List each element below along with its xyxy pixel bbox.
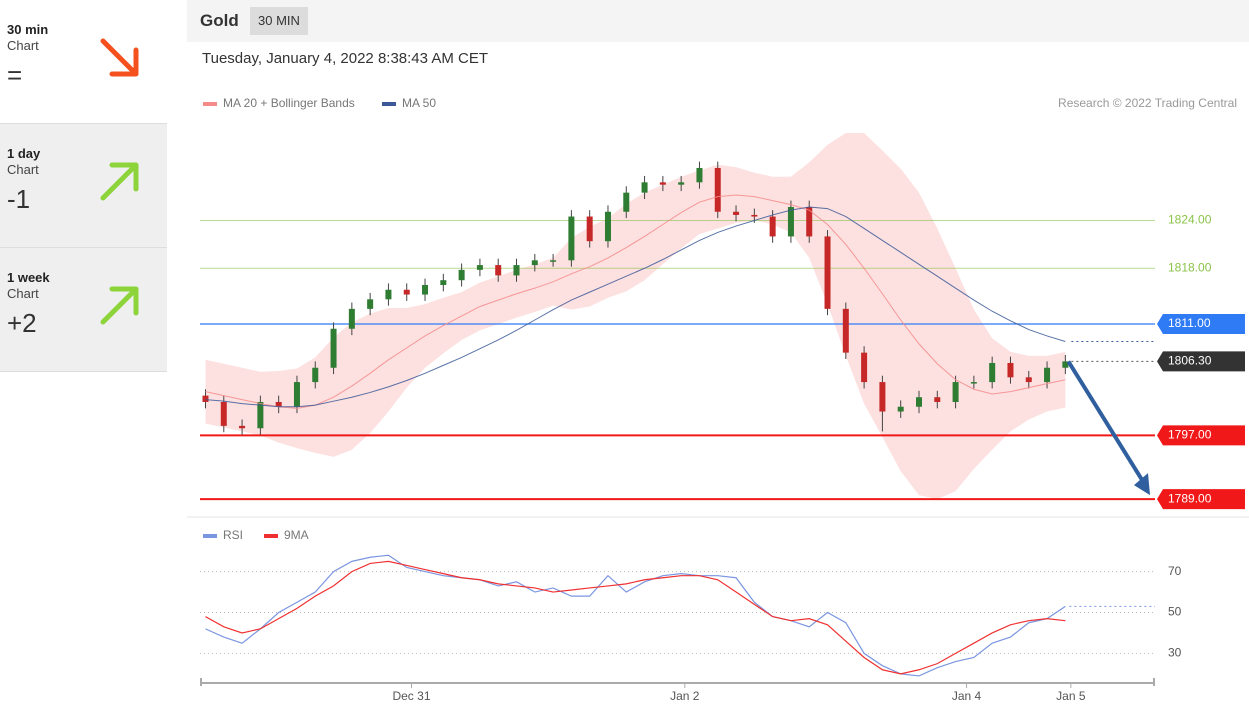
- candle-body: [806, 206, 813, 237]
- candle-body: [495, 265, 502, 276]
- candle-body: [568, 216, 575, 261]
- series-line: [205, 554, 1066, 677]
- candle-body: [476, 265, 483, 270]
- candle-body: [293, 382, 300, 407]
- candle-body: [312, 367, 319, 383]
- level-tag: [1157, 351, 1245, 372]
- candle-body: [220, 401, 227, 426]
- timeframe-item[interactable]: 1 week Chart +2: [0, 248, 167, 372]
- candle-body: [678, 182, 685, 185]
- legend-label: 9MA: [284, 528, 309, 542]
- candle-body: [733, 211, 740, 215]
- candle-body: [915, 397, 922, 407]
- timeframe-subtitle: Chart: [7, 162, 39, 177]
- candle-body: [1025, 377, 1032, 383]
- timeframe-item[interactable]: 1 day Chart -1: [0, 124, 167, 248]
- candle-body: [623, 192, 630, 212]
- timeframe-title: 30 min: [7, 22, 49, 37]
- ma-line: [205, 194, 1066, 409]
- candle-body: [879, 382, 886, 412]
- level-tag: [1157, 425, 1245, 446]
- candle-body: [348, 308, 355, 329]
- x-tick-label: Jan 5: [1056, 689, 1086, 703]
- legend-label: MA 50: [402, 96, 436, 110]
- bollinger-band: [205, 132, 1066, 500]
- candle-body: [403, 289, 410, 295]
- timeframe-score: +2: [7, 308, 37, 338]
- candle-body: [330, 328, 337, 368]
- level-label: 1806.30: [1168, 354, 1212, 368]
- candle-body: [604, 211, 611, 242]
- ma-line: [205, 206, 1066, 408]
- candle-body: [897, 406, 904, 412]
- level-label: 1824.00: [1168, 213, 1212, 227]
- level-tag: [1157, 313, 1245, 334]
- candle-body: [934, 397, 941, 402]
- timeframe-score: -1: [7, 184, 31, 214]
- sidebar: 30 min Chart = 1 day Chart -1 1 week Cha…: [0, 0, 167, 372]
- x-tick-label: Dec 31: [392, 689, 430, 703]
- candle-body: [861, 352, 868, 383]
- candle-body: [714, 167, 721, 212]
- candle-body: [787, 206, 794, 237]
- level-label: 1789.00: [1168, 491, 1212, 505]
- candle-body: [586, 216, 593, 242]
- legend-label: MA 20 + Bollinger Bands: [223, 96, 355, 110]
- trend-arrow: [100, 162, 139, 201]
- level-label: 1818.00: [1168, 260, 1212, 274]
- series-line: [205, 560, 1066, 675]
- timestamp: Tuesday, January 4, 2022 8:38:43 AM CET: [202, 50, 488, 67]
- timeframe-title: 1 day: [7, 146, 41, 161]
- timeframe-title: 1 week: [7, 270, 50, 285]
- candle-body: [1044, 367, 1051, 383]
- candle-body: [769, 216, 776, 237]
- candle-body: [385, 289, 392, 300]
- candle-body: [1007, 362, 1014, 378]
- research-note: Research © 2022 Trading Central: [1058, 96, 1237, 110]
- candle-body: [696, 167, 703, 183]
- legend-label: RSI: [223, 528, 243, 542]
- candle-body: [239, 425, 246, 429]
- instrument-title: Gold: [200, 11, 239, 30]
- x-tick-label: Jan 4: [952, 689, 982, 703]
- candle-body: [952, 382, 959, 402]
- timeframe-item[interactable]: 30 min Chart =: [0, 0, 167, 124]
- candle-body: [989, 362, 996, 383]
- level-label: 1797.00: [1168, 428, 1212, 442]
- timeframe-subtitle: Chart: [7, 286, 39, 301]
- y-tick-label: 70: [1168, 564, 1182, 578]
- candle-body: [422, 284, 429, 295]
- candle-body: [751, 214, 758, 217]
- candle-body: [842, 308, 849, 353]
- candle-body: [440, 280, 447, 285]
- timeframe-score: =: [7, 60, 23, 90]
- candle-body: [275, 401, 282, 407]
- candle-body: [531, 260, 538, 266]
- header: Gold 30 MIN: [187, 0, 1249, 42]
- candle-body: [659, 182, 666, 185]
- trend-arrow: [100, 286, 139, 325]
- timeframe-subtitle: Chart: [7, 38, 39, 53]
- trend-arrow: [100, 38, 139, 77]
- candle-body: [202, 395, 209, 402]
- level-label: 1811.00: [1168, 316, 1211, 330]
- candle-body: [257, 401, 264, 429]
- y-tick-label: 50: [1168, 605, 1182, 619]
- candle-body: [513, 265, 520, 276]
- forecast-arrow: [1066, 360, 1146, 485]
- candle-body: [824, 236, 831, 309]
- forecast-arrow-head: [1134, 473, 1150, 496]
- level-tag: [1157, 489, 1245, 510]
- candle-body: [367, 299, 374, 309]
- y-tick-label: 30: [1168, 646, 1182, 660]
- candle-body: [1062, 361, 1069, 368]
- x-tick-label: Jan 2: [670, 689, 700, 703]
- interval-badge[interactable]: 30 MIN: [250, 7, 308, 35]
- candle-body: [458, 269, 465, 281]
- candle-body: [970, 382, 977, 384]
- candle-body: [550, 260, 557, 262]
- candle-body: [641, 182, 648, 193]
